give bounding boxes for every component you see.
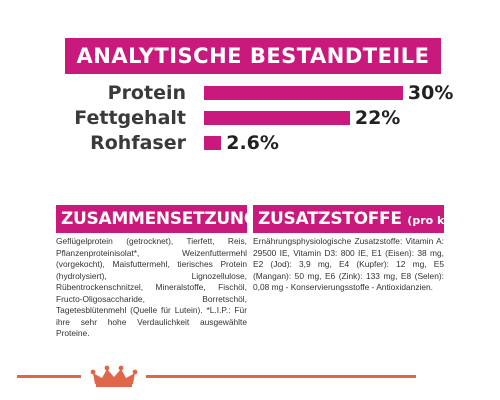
analysis-title: ANALYTISCHE BESTANDTEILE [76,44,430,68]
nutrient-bar [204,111,350,125]
royal-canin-crown-icon [90,365,138,387]
additives-text: Ernährungsphysiologische Zusatzstoffe: V… [253,236,444,292]
nutrient-value: 22% [354,107,401,129]
additives-header: ZUSATZSTOFFE (pro kg) [253,205,444,233]
nutrient-value: 30% [407,82,454,104]
analysis-title-banner: ANALYTISCHE BESTANDTEILE [65,38,441,74]
footer-divider-left [17,375,81,378]
nutrient-value: 2.6% [226,132,279,154]
composition-text: Geflügelprotein (getrocknet), Tierfett, … [56,236,247,338]
nutrient-label: Protein [107,82,186,104]
nutrient-row-fettgehalt: Fettgehalt 22% [0,104,500,132]
nutrient-bar [204,86,403,100]
additives-title: ZUSATZSTOFFE [258,209,402,229]
additives-title-suffix: (pro kg) [407,214,444,227]
composition-title: ZUSAMMENSETZUNG [61,209,247,229]
nutrient-row-protein: Protein 30% [0,79,500,107]
composition-header: ZUSAMMENSETZUNG [56,205,247,233]
nutrient-label: Fettgehalt [74,107,186,129]
nutrient-label: Rohfaser [90,132,186,154]
footer-divider-right [146,375,416,378]
nutrient-bar [204,136,222,150]
nutrient-row-rohfaser: Rohfaser 2.6% [0,129,500,157]
